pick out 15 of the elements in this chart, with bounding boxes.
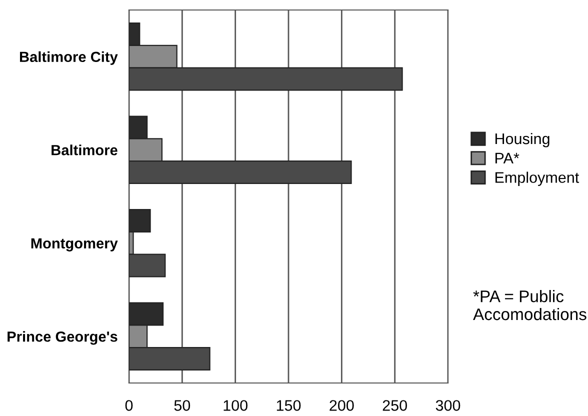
x-tick-label: 200 [330,400,354,411]
x-tick-label: 100 [224,400,248,411]
x-tick-label: 250 [382,400,407,411]
text: *PA = Public Accomodations [473,290,586,320]
y-tick-label: Baltimore [52,144,118,156]
x-tick-label: 0 [125,400,133,411]
y-tick-label: Montgomery [31,238,118,252]
y-tick-label: Baltimore City [20,51,118,65]
y-tick-label: Prince George's [8,331,118,345]
x-tick-label: 150 [276,400,301,411]
legend-label: Housing [495,132,550,148]
x-tick-label: 50 [174,400,190,411]
legend-label: PA* [495,152,520,164]
legend-label: Employment [495,172,580,186]
x-tick-label: 300 [436,400,460,411]
